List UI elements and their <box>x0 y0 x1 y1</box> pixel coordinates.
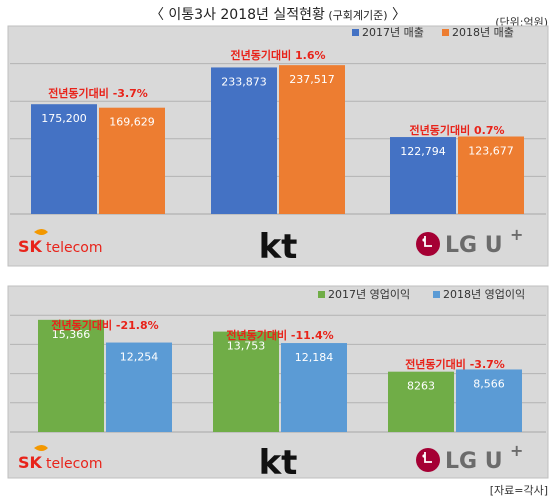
bar-2-1 <box>106 342 172 432</box>
kt-logo: kt <box>259 227 298 267</box>
legend-entry: 2017년 영업이익 <box>328 288 410 301</box>
bar-1-2 <box>213 331 279 432</box>
lg-face-icon <box>416 448 440 472</box>
yoy-annotation: 전년동기대비 -3.7% <box>405 357 505 371</box>
data-label: 169,629 <box>109 116 155 129</box>
bar-1-1 <box>31 104 97 214</box>
data-label: 12,254 <box>120 351 159 364</box>
kt-logo: kt <box>259 443 298 483</box>
sk-telecom-logo: SK telecom <box>18 229 103 256</box>
lg-uplus-text: LG U <box>445 449 503 474</box>
bar-1-3 <box>390 137 456 214</box>
bar-2-2 <box>281 343 347 432</box>
yoy-annotation: 전년동기대비 1.6% <box>230 48 325 62</box>
data-label: 122,794 <box>400 145 446 158</box>
data-label: 8263 <box>407 380 435 393</box>
sk-logo-text: SK <box>18 237 43 256</box>
lg-uplus-text: LG U <box>445 233 503 258</box>
data-label: 237,517 <box>289 73 335 86</box>
lg-l-mark-icon <box>424 236 432 247</box>
sk-butterfly-icon <box>34 229 48 235</box>
lg-plus-text: + <box>510 225 523 244</box>
telecom-logo-text: telecom <box>46 456 103 472</box>
telecom-logo-text: telecom <box>46 240 103 256</box>
data-label: 175,200 <box>41 112 87 125</box>
lg-plus-text: + <box>510 441 523 460</box>
chart-title: 〈 이통3사 2018년 실적현황 (구회계기준) 〉 <box>0 4 556 24</box>
lg-uplus-logo: LG U + <box>416 441 523 474</box>
data-label: 123,677 <box>468 144 514 157</box>
lg-l-mark-icon <box>424 452 432 463</box>
legend-swatch <box>352 29 359 36</box>
legend-swatch <box>318 291 325 298</box>
yoy-annotation: 전년동기대비 -21.8% <box>51 318 158 332</box>
sk-logo-text: SK <box>18 453 43 472</box>
bar-2-3 <box>456 369 522 432</box>
legend-swatch <box>442 29 449 36</box>
yoy-annotation: 전년동기대비 -3.7% <box>48 86 148 100</box>
bar-2-1 <box>99 107 165 214</box>
data-label: 12,184 <box>295 351 334 364</box>
legend-swatch <box>433 291 440 298</box>
data-label: 233,873 <box>221 75 267 88</box>
title-close: 〉 <box>387 7 407 23</box>
sk-telecom-logo: SK telecom <box>18 445 103 472</box>
bar-1-1 <box>38 319 104 432</box>
bar-2-3 <box>458 136 524 214</box>
bar-1-2 <box>211 67 277 215</box>
data-label: 8,566 <box>473 377 505 390</box>
yoy-annotation: 전년동기대비 0.7% <box>409 123 504 137</box>
sk-butterfly-icon <box>34 445 48 451</box>
yoy-annotation: 전년동기대비 -11.4% <box>226 328 333 342</box>
data-label: 13,753 <box>227 340 266 353</box>
title-main: 이통3사 2018년 실적현황 <box>168 7 325 23</box>
title-sub: (구회계기준) <box>324 9 388 22</box>
data-label: 15,366 <box>52 328 91 341</box>
bar-2-2 <box>279 65 345 215</box>
chart-panel-1: 175,200 233,873 122,794 169,629 237,517 123,6… <box>7 25 549 267</box>
lg-face-icon <box>416 232 440 256</box>
chart-panel-2: 15,366 13,753 8263 12,254 12,184 8,566 전년동기대비 … <box>7 285 549 483</box>
source-label: [자료=각사] <box>489 484 548 497</box>
legend-entry: 2018년 영업이익 <box>443 288 525 301</box>
legend-entry: 2017년 매출 <box>362 26 424 39</box>
legend-entry: 2018년 매출 <box>452 26 514 39</box>
lg-uplus-logo: LG U + <box>416 225 523 258</box>
bar-1-3 <box>388 371 454 432</box>
title-open: 〈 <box>149 7 169 23</box>
